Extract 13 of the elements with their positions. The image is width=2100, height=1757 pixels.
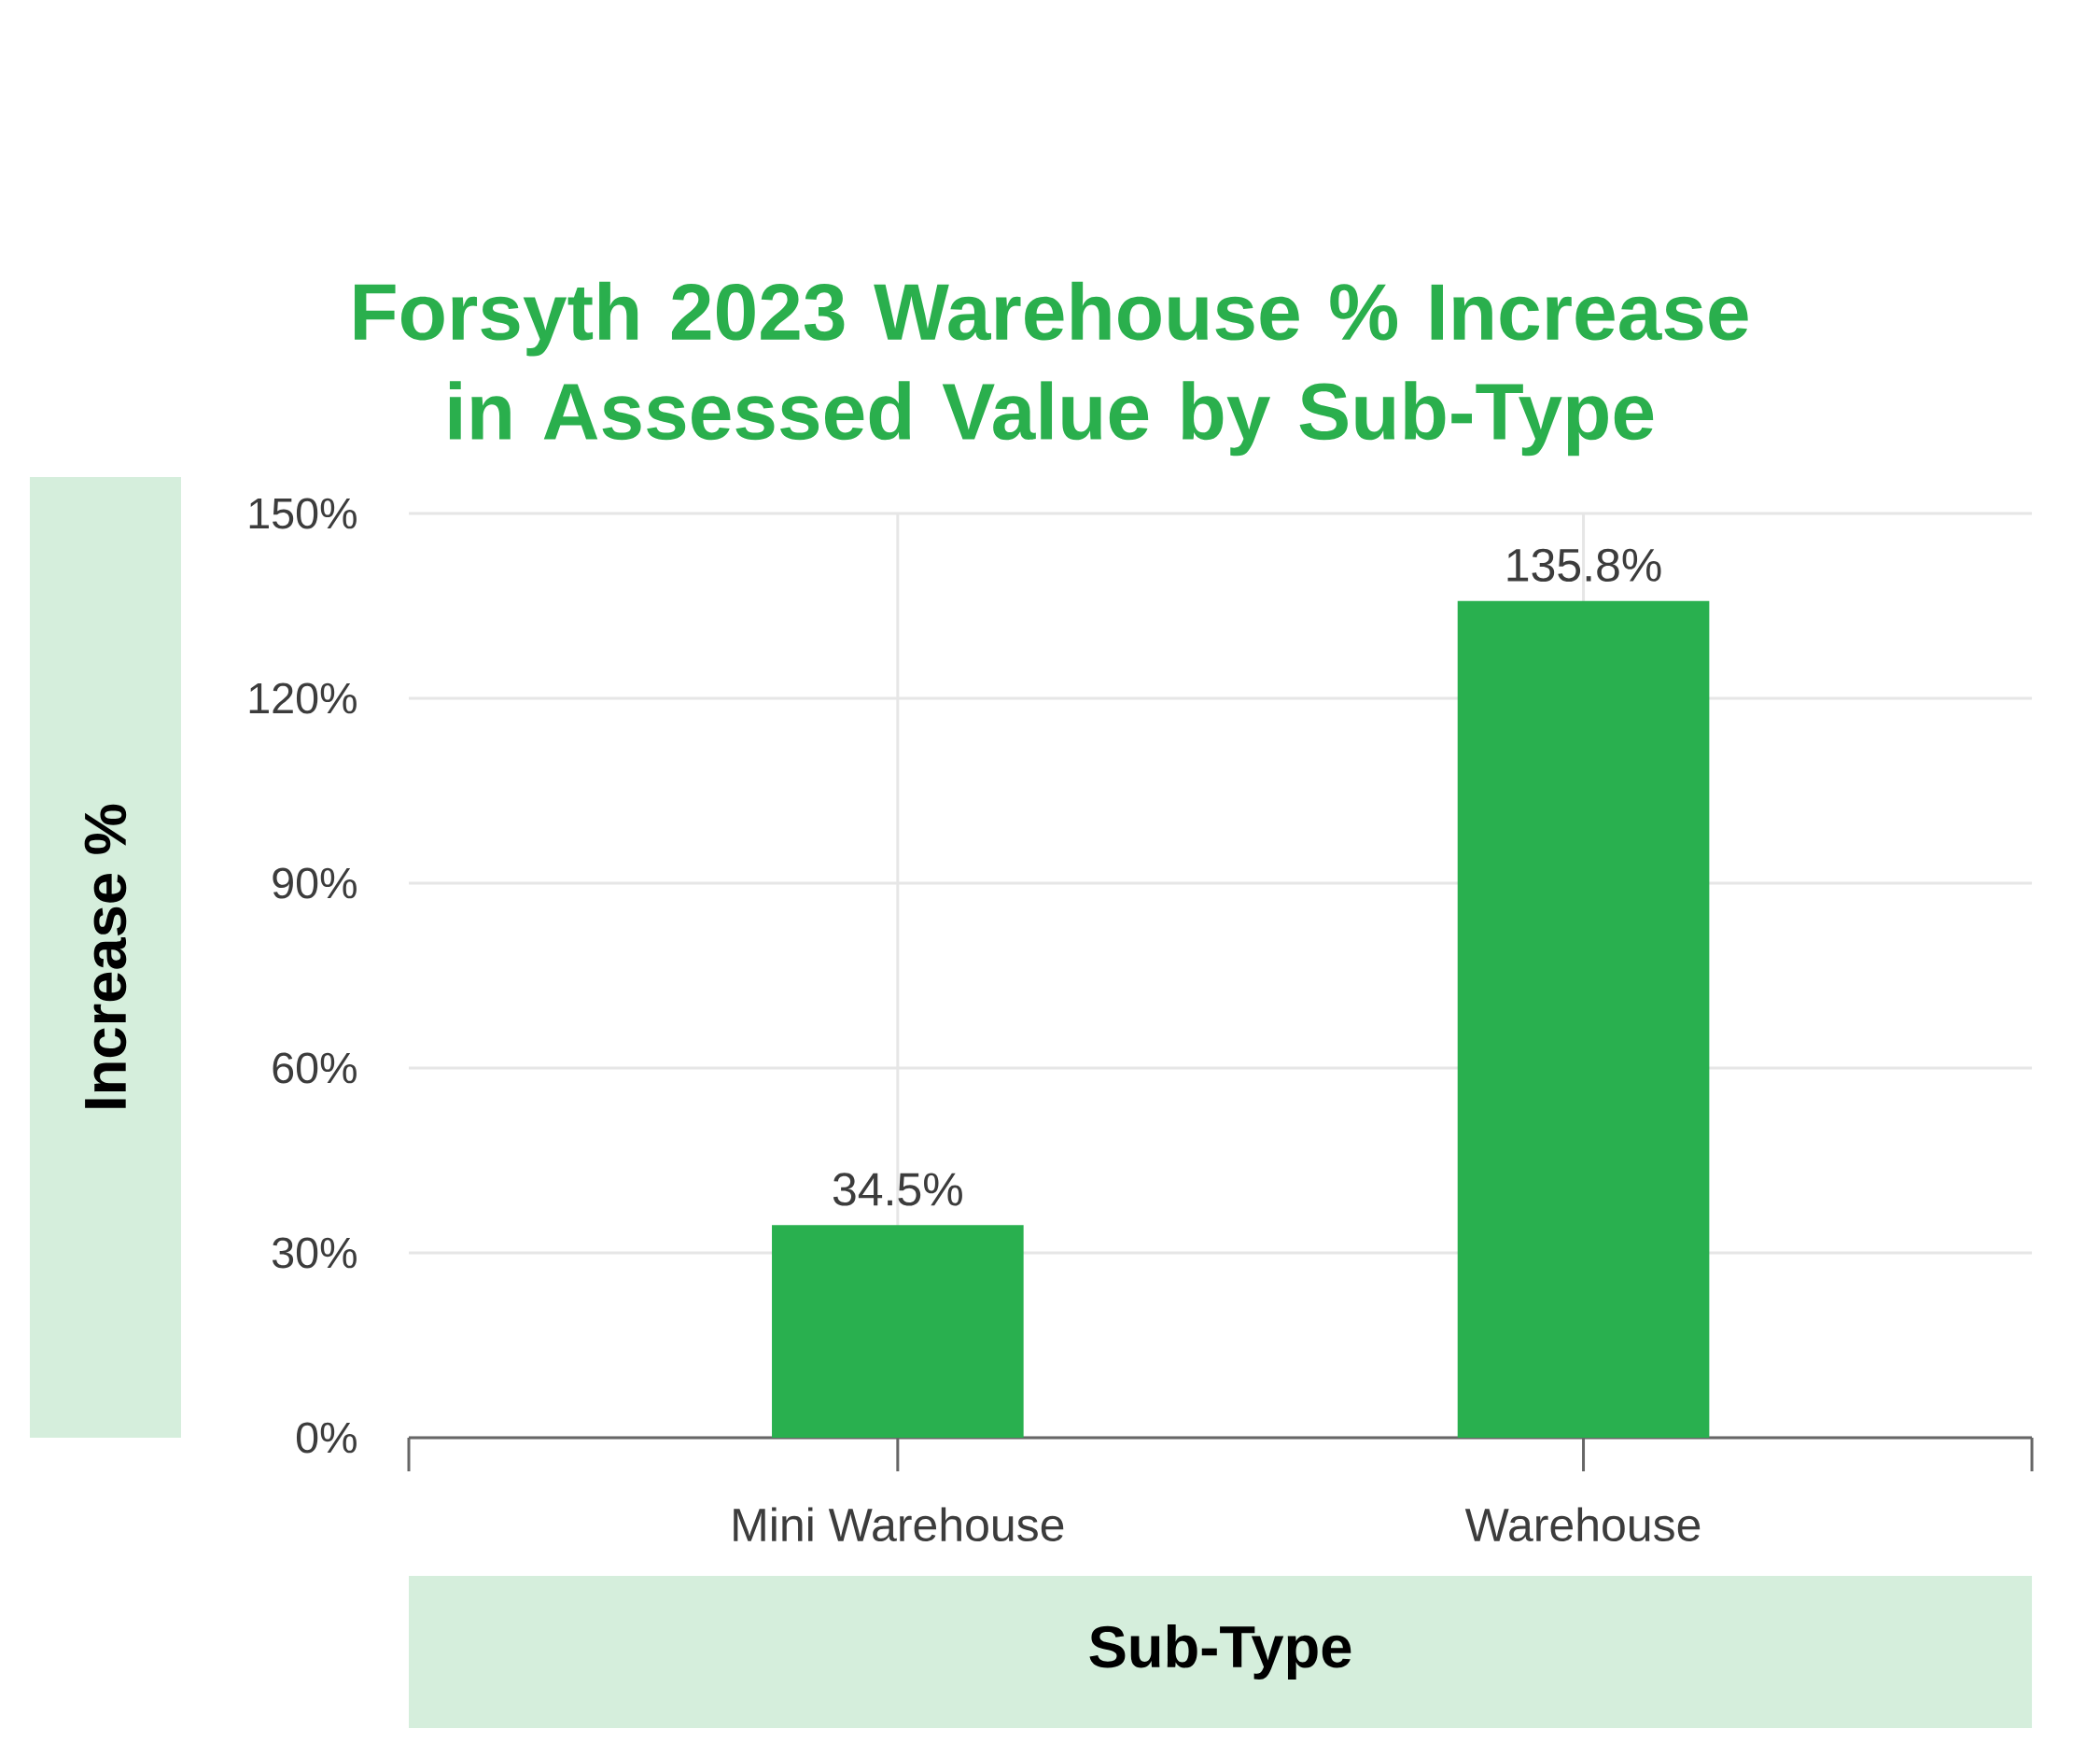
data-label: 135.8% [1507,548,1661,583]
y-tick-label: 0% [296,1422,357,1454]
chart-title: Forsyth 2023 Warehouse % Increase in Assessed Value by Sub-Type [355,281,1748,457]
x-axis-title: Sub-Type [1089,1623,1351,1680]
y-tick-label: 150% [249,498,357,529]
y-tick-label: 60% [273,1052,357,1084]
y-tick-label: 120% [249,682,357,714]
x-tick-label: Mini Warehouse [734,1507,1064,1542]
x-tick-label: Warehouse [1464,1507,1701,1542]
y-tick-label: 30% [272,1237,357,1269]
y-axis-title: Increase % [84,804,127,1108]
data-label: 34.5% [833,1173,962,1206]
y-tick-label: 90% [273,867,357,899]
